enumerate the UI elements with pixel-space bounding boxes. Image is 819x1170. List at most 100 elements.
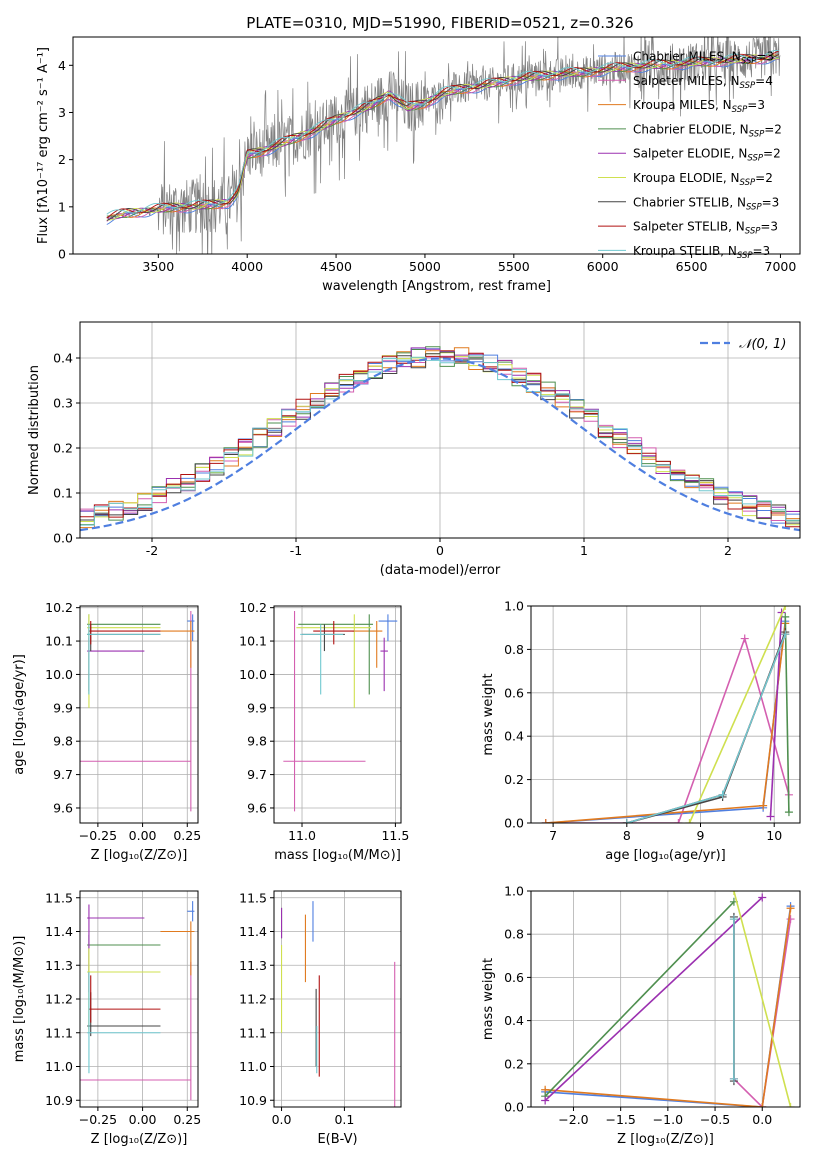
panel-spectrum: 3500 4000 4500 5000 5500 6000 6500 7000 0 1 2 3 4 wav… bbox=[36, 36, 801, 294]
y-tick-label: 1.0 bbox=[504, 884, 524, 899]
errorbar-kroupa_miles bbox=[352, 621, 383, 668]
y-tick-label: 4 bbox=[58, 58, 66, 73]
axes-frame bbox=[530, 605, 801, 824]
weight-marker bbox=[784, 808, 793, 817]
plot-area bbox=[531, 606, 800, 823]
errorbar-salpeter_stelib bbox=[88, 975, 161, 1023]
weight-marker bbox=[622, 819, 631, 823]
axes-frame bbox=[530, 890, 801, 1108]
legend-entry: Salpeter ELODIE, NSSP=2 bbox=[633, 147, 781, 164]
legend-entry: Salpeter STELIB, NSSP=3 bbox=[633, 220, 778, 237]
x-tick-label: 4000 bbox=[231, 259, 263, 274]
y-axis-label: mass weight bbox=[481, 958, 496, 1040]
x-tick-label: 2 bbox=[724, 543, 732, 558]
figure-title: PLATE=0310, MJD=51990, FIBERID=0521, z=0… bbox=[246, 14, 633, 32]
x-tick-label: 0 bbox=[436, 543, 444, 558]
errorbar-salpeter_elodie bbox=[87, 637, 145, 692]
legend-entry: Kroupa STELIB, NSSP=3 bbox=[633, 244, 770, 261]
weight-marker bbox=[781, 606, 790, 610]
y-tick-label: 11.0 bbox=[45, 1059, 73, 1074]
weight-marker bbox=[729, 1074, 738, 1083]
errorbar-chabrier_miles bbox=[378, 614, 398, 642]
errorbar-kroupa_stelib bbox=[300, 624, 344, 695]
weight-marker bbox=[718, 790, 727, 799]
weight-marker bbox=[781, 612, 790, 621]
y-tick-label: 11.2 bbox=[45, 992, 73, 1007]
y-tick-label: 0.0 bbox=[53, 531, 73, 546]
y-axis-label: Normed distribution bbox=[27, 365, 42, 495]
series-chabrier_elodie bbox=[541, 897, 738, 1101]
y-tick-label: 11.5 bbox=[239, 890, 267, 905]
model-line-kroupa_stelib bbox=[106, 49, 779, 215]
axes-frame bbox=[72, 36, 801, 255]
weight-line bbox=[769, 612, 783, 817]
weight-marker bbox=[781, 630, 790, 639]
plot-area bbox=[531, 891, 800, 1107]
errorbar-salpeter_miles bbox=[80, 961, 192, 1101]
series-chabrier_elodie bbox=[781, 612, 793, 817]
x-tick-label: 5500 bbox=[498, 259, 530, 274]
series-chabrier_miles bbox=[541, 617, 790, 823]
errorbar-chabrier_miles bbox=[187, 901, 195, 922]
weight-line bbox=[545, 635, 790, 823]
y-tick-label: 10.0 bbox=[239, 667, 267, 682]
x-axis-label: Z [log₁₀(Z/Z⊙)] bbox=[91, 848, 188, 863]
y-tick-label: 0.3 bbox=[53, 396, 73, 411]
model-line-chabrier_stelib bbox=[106, 53, 779, 221]
x-axis-label: (data-model)/error bbox=[380, 563, 501, 578]
gaussian-curve bbox=[80, 357, 800, 532]
x-tick-label: -1 bbox=[290, 543, 302, 558]
x-tick-label: 3500 bbox=[142, 259, 174, 274]
x-axis-label: age [log₁₀(age/yr)] bbox=[605, 848, 726, 863]
weight-marker bbox=[685, 819, 694, 823]
x-axis-label: Z [log₁₀(Z/Z⊙)] bbox=[617, 1132, 714, 1147]
y-tick-label: 11.2 bbox=[239, 992, 267, 1007]
errorbar-chabrier_stelib bbox=[302, 624, 345, 652]
x-tick-label: −0.25 bbox=[79, 828, 117, 843]
errorbar-salpeter_elodie bbox=[87, 904, 145, 993]
weight-marker bbox=[541, 819, 550, 823]
plot-area bbox=[274, 891, 401, 1107]
series-kroupa_miles bbox=[541, 904, 795, 1107]
y-axis-label: mass [log₁₀(M/M⊙)] bbox=[12, 936, 27, 1063]
y-tick-label: 10.9 bbox=[239, 1093, 267, 1108]
y-tick-label: 9.6 bbox=[247, 800, 267, 815]
x-tick-label: 1 bbox=[580, 543, 588, 558]
axes-frame bbox=[79, 605, 199, 824]
y-tick-label: 2 bbox=[58, 152, 66, 167]
weight-marker bbox=[786, 915, 795, 924]
y-tick-label: 0 bbox=[58, 247, 66, 262]
y-tick-label: 0.2 bbox=[504, 1056, 524, 1071]
y-tick-label: 0.6 bbox=[504, 685, 524, 700]
y-tick-label: 10.2 bbox=[45, 600, 73, 615]
weight-marker bbox=[729, 891, 738, 895]
weight-line bbox=[626, 633, 787, 823]
y-tick-label: 11.1 bbox=[239, 1025, 267, 1040]
x-tick-label: 0.25 bbox=[173, 1112, 201, 1127]
y-tick-label: 3 bbox=[58, 105, 66, 120]
weight-marker bbox=[786, 1103, 795, 1107]
x-tick-label: −1.0 bbox=[653, 1112, 683, 1127]
y-tick-label: 10.2 bbox=[239, 600, 267, 615]
y-tick-label: 0.0 bbox=[504, 816, 524, 831]
x-axis-label: wavelength [Angstrom, rest frame] bbox=[322, 279, 551, 294]
weight-line bbox=[784, 616, 790, 813]
series-kroupa_stelib bbox=[622, 630, 790, 823]
errorbar-kroupa_stelib bbox=[87, 972, 161, 1074]
model-line-kroupa_miles bbox=[106, 54, 779, 219]
y-tick-label: 0.4 bbox=[53, 351, 73, 366]
weight-marker bbox=[541, 1096, 550, 1105]
x-tick-label: −0.25 bbox=[79, 1112, 117, 1127]
legend-entry: Kroupa MILES, NSSP=3 bbox=[633, 98, 765, 115]
x-tick-label: 8 bbox=[623, 828, 631, 843]
x-axis-label: mass [log₁₀(M/M⊙)] bbox=[274, 848, 401, 863]
y-tick-label: 11.1 bbox=[45, 1025, 73, 1040]
y-tick-label: 9.7 bbox=[53, 767, 73, 782]
weight-marker bbox=[674, 819, 683, 823]
y-tick-label: 11.4 bbox=[239, 924, 267, 939]
plot-area bbox=[106, 37, 781, 254]
weight-marker bbox=[729, 915, 738, 924]
legend-entry: Salpeter MILES, NSSP=4 bbox=[633, 74, 773, 91]
panel-weight-vs-Z: −2.0 −1.5 −1.0 −0.5 0.0 0.0 0.2 0.4 0.6 0.8 1.0 Z [… bbox=[481, 884, 801, 1147]
errorbar-salpeter_elodie bbox=[380, 637, 388, 692]
